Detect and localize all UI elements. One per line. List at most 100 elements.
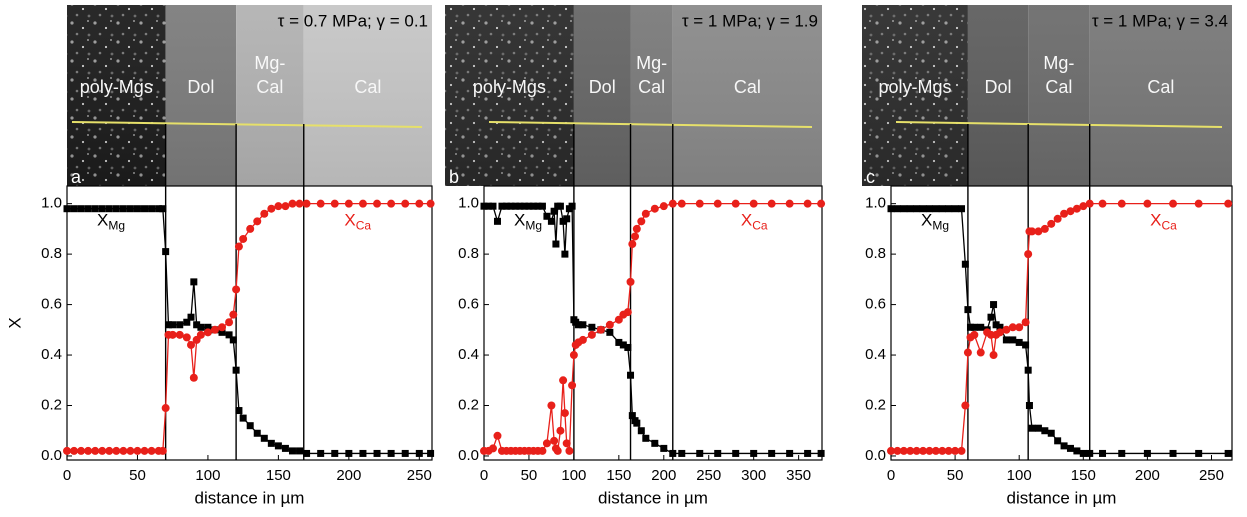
data-point bbox=[302, 199, 311, 208]
data-point bbox=[235, 407, 243, 415]
data-point bbox=[966, 323, 974, 331]
data-point bbox=[401, 199, 410, 208]
data-point bbox=[659, 202, 668, 211]
data-point bbox=[1034, 227, 1043, 236]
x-tick-label: 150 bbox=[266, 467, 291, 484]
data-point bbox=[155, 205, 163, 213]
y-tick-label: 0.0 bbox=[865, 447, 886, 464]
data-point bbox=[373, 199, 382, 208]
data-point bbox=[119, 446, 128, 455]
data-point bbox=[633, 419, 641, 427]
data-point bbox=[162, 248, 170, 256]
y-tick-label: 0.8 bbox=[865, 245, 886, 262]
data-point bbox=[992, 321, 1000, 329]
data-point bbox=[944, 446, 953, 455]
data-point bbox=[267, 204, 276, 213]
data-point bbox=[1028, 424, 1036, 432]
data-point bbox=[345, 449, 353, 457]
data-point bbox=[1009, 336, 1017, 344]
data-point bbox=[678, 449, 686, 457]
data-point bbox=[260, 209, 269, 218]
data-point bbox=[489, 202, 497, 210]
data-point bbox=[147, 446, 156, 455]
data-point bbox=[951, 205, 959, 213]
data-point bbox=[189, 373, 198, 382]
data-point bbox=[148, 205, 156, 213]
data-point bbox=[731, 199, 740, 208]
data-point bbox=[963, 348, 972, 357]
data-point bbox=[204, 323, 212, 331]
data-point bbox=[785, 199, 794, 208]
data-point bbox=[387, 199, 396, 208]
y-tick-label: 0.8 bbox=[458, 245, 479, 262]
data-point bbox=[637, 427, 645, 435]
data-point bbox=[415, 449, 423, 457]
legend-label: XMg bbox=[97, 211, 125, 233]
data-point bbox=[1024, 250, 1033, 259]
data-point bbox=[1195, 449, 1203, 457]
data-point bbox=[1224, 449, 1232, 457]
data-point bbox=[1060, 442, 1068, 450]
x-tick-label: 200 bbox=[336, 467, 361, 484]
data-point bbox=[1098, 199, 1107, 208]
data-point bbox=[817, 449, 825, 457]
x-tick-label: 350 bbox=[786, 467, 811, 484]
y-tick-label: 0.6 bbox=[41, 296, 62, 313]
data-point bbox=[568, 381, 577, 390]
data-point bbox=[281, 444, 289, 452]
data-point bbox=[218, 328, 226, 336]
x-axis-label: distance in µm bbox=[598, 488, 708, 507]
data-point bbox=[225, 318, 234, 327]
data-point bbox=[1002, 336, 1010, 344]
data-point bbox=[615, 338, 623, 346]
image-shade bbox=[67, 5, 432, 186]
data-point bbox=[660, 444, 668, 452]
data-point bbox=[295, 199, 304, 208]
data-point bbox=[559, 217, 567, 225]
x-tick-label: 100 bbox=[195, 467, 220, 484]
data-point bbox=[538, 446, 547, 455]
data-point bbox=[641, 209, 650, 218]
data-point bbox=[112, 205, 120, 213]
data-point bbox=[77, 446, 86, 455]
data-point bbox=[232, 366, 240, 374]
data-point bbox=[520, 202, 528, 210]
data-point bbox=[561, 250, 569, 258]
data-point bbox=[1099, 449, 1107, 457]
data-point bbox=[359, 449, 367, 457]
data-point bbox=[587, 330, 596, 339]
data-point bbox=[1194, 199, 1203, 208]
data-point bbox=[919, 205, 927, 213]
data-point bbox=[225, 331, 233, 339]
data-point bbox=[488, 444, 497, 453]
data-point bbox=[987, 313, 995, 321]
data-point bbox=[330, 199, 339, 208]
legend-subscript: Mg bbox=[525, 218, 542, 232]
image-shade bbox=[862, 5, 1232, 186]
data-point bbox=[626, 277, 635, 286]
y-axis-label: X bbox=[5, 317, 24, 328]
data-point bbox=[529, 202, 537, 210]
data-point bbox=[900, 205, 908, 213]
data-point bbox=[161, 404, 170, 413]
data-point bbox=[1169, 199, 1178, 208]
data-point bbox=[579, 321, 587, 329]
y-tick-label: 1.0 bbox=[41, 195, 62, 212]
data-point bbox=[415, 199, 424, 208]
data-point bbox=[550, 207, 558, 215]
data-point bbox=[196, 330, 205, 339]
data-point bbox=[1034, 424, 1042, 432]
data-point bbox=[126, 446, 135, 455]
x-axis-label: distance in µm bbox=[1007, 488, 1117, 507]
data-point bbox=[296, 447, 304, 455]
data-point bbox=[1002, 325, 1011, 334]
data-point bbox=[70, 205, 78, 213]
data-point bbox=[1041, 427, 1049, 435]
x-tick-label: 50 bbox=[947, 467, 964, 484]
data-point bbox=[91, 205, 99, 213]
data-point bbox=[516, 202, 524, 210]
data-point bbox=[552, 240, 560, 248]
data-point bbox=[229, 336, 237, 344]
data-point bbox=[651, 439, 659, 447]
